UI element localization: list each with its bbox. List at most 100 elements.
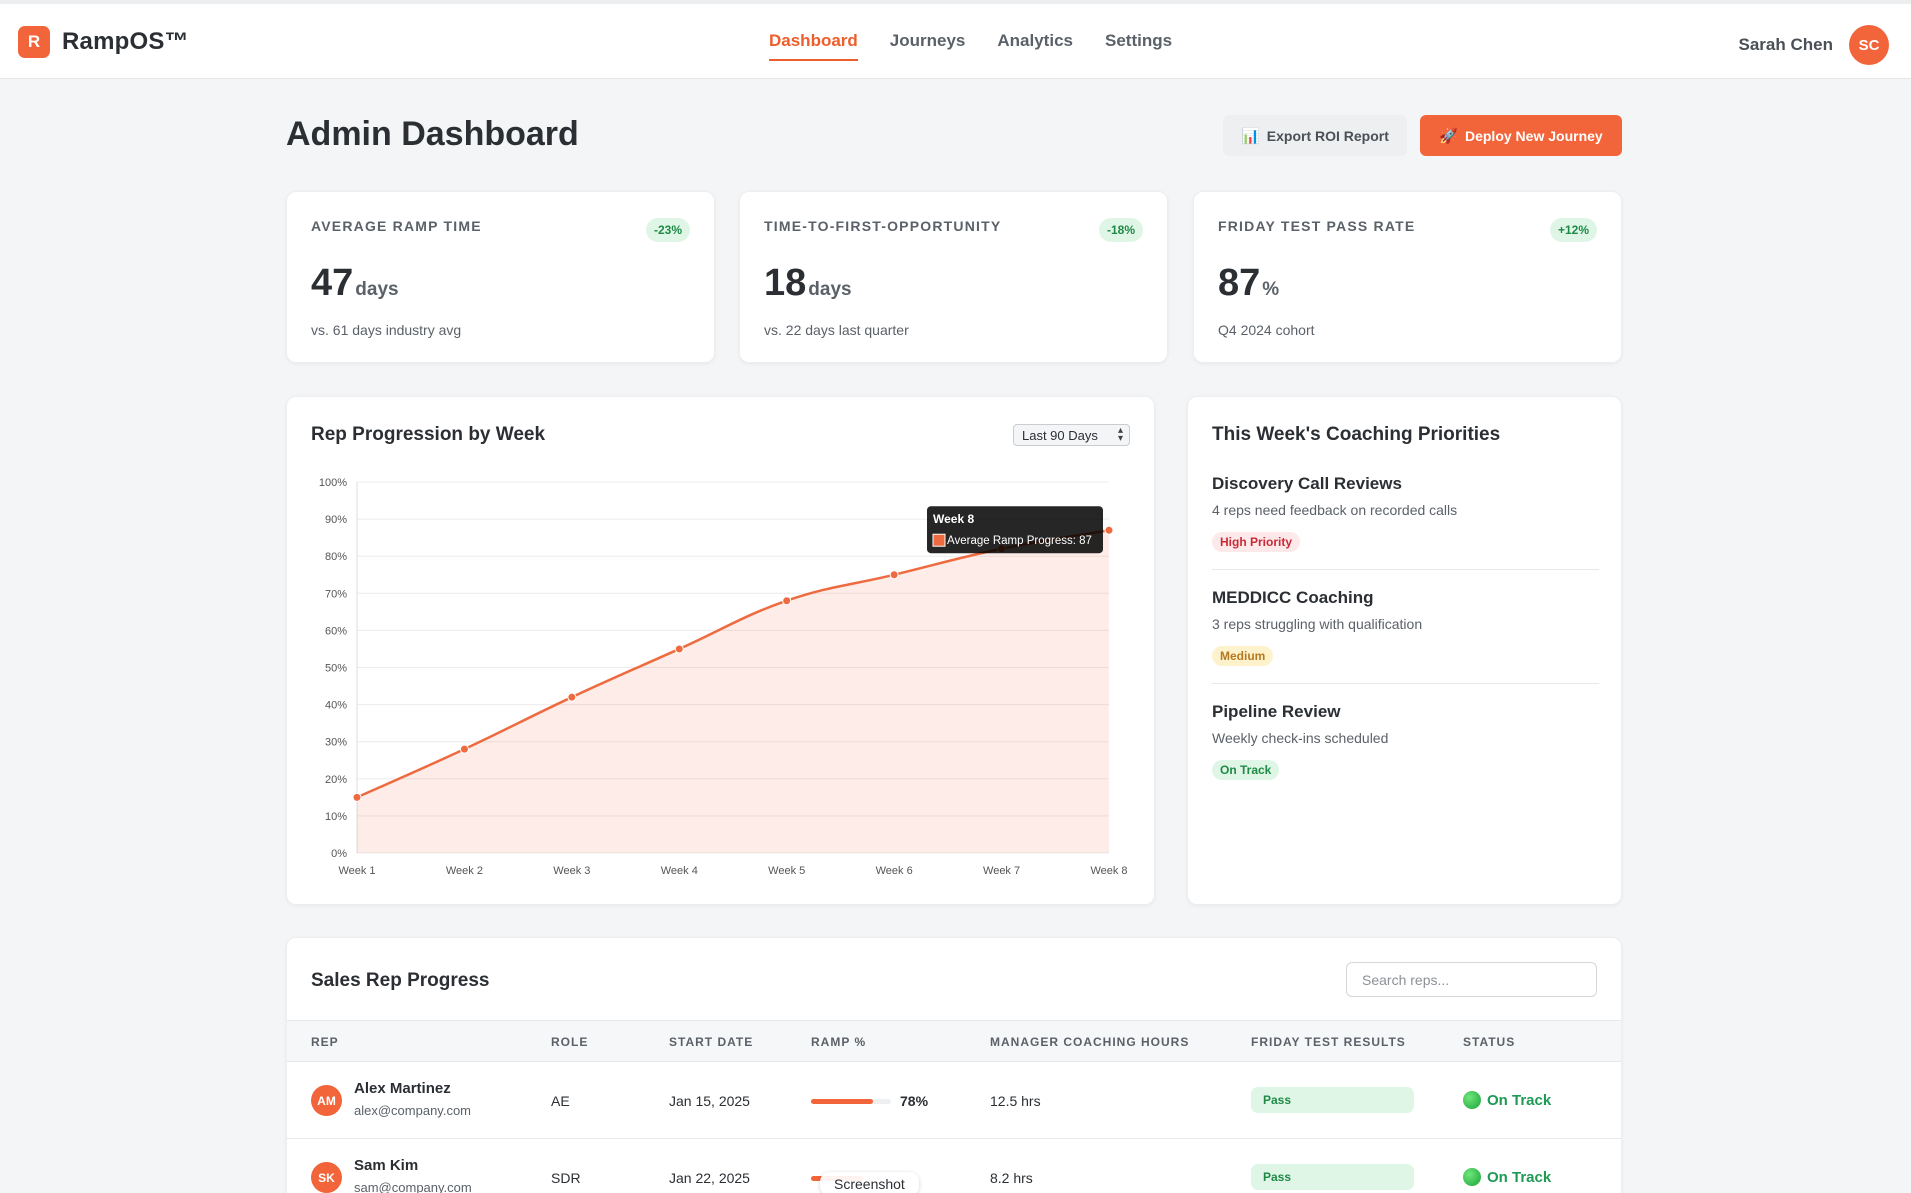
nav-analytics[interactable]: Analytics	[997, 31, 1073, 50]
friday-test-result-badge: Pass	[1251, 1087, 1414, 1113]
coaching-item-meddicc-coaching[interactable]: MEDDICC Coaching 3 reps struggling with …	[1212, 588, 1599, 666]
priority-tag: On Track	[1212, 760, 1280, 780]
friday-test-result-badge: Pass	[1251, 1164, 1414, 1190]
chart-tooltip-swatch	[932, 533, 946, 547]
rep-role: SDR	[551, 1170, 581, 1186]
y-tick-label: 90%	[325, 514, 347, 526]
priority-tag: High Priority	[1212, 532, 1301, 552]
kpi-value: 47 days	[311, 262, 399, 305]
column-header-rep[interactable]: REP	[311, 1035, 339, 1049]
deploy-new-journey-button[interactable]: 🚀 Deploy New Journey	[1420, 115, 1622, 156]
x-tick-label: Week 8	[1090, 865, 1127, 877]
ramp-progress-bar	[811, 1099, 891, 1104]
y-tick-label: 80%	[325, 551, 347, 563]
y-tick-label: 50%	[325, 663, 347, 675]
rep-name[interactable]: Alex Martinez	[354, 1080, 451, 1097]
kpi-change-badge: +12%	[1549, 218, 1597, 242]
kpi-card-time-to-first-opportunity: Time-to-First-Opportunity -18% 18 days v…	[739, 191, 1168, 363]
kpi-label: Time-to-First-Opportunity	[764, 218, 1002, 234]
data-point	[567, 692, 577, 702]
rep-status: On Track	[1463, 1168, 1551, 1186]
column-header-friday-test-results[interactable]: FRIDAY TEST RESULTS	[1251, 1035, 1406, 1049]
export-roi-report-button[interactable]: 📊 Export ROI Report	[1223, 115, 1407, 156]
rep-name[interactable]: Sam Kim	[354, 1157, 419, 1174]
kpi-unit: %	[1262, 279, 1280, 300]
nav-dashboard[interactable]: Dashboard	[769, 31, 858, 61]
rep-start-date: Jan 22, 2025	[669, 1170, 750, 1186]
y-tick-label: 60%	[325, 625, 347, 637]
chart-tooltip-box	[927, 506, 1103, 554]
coaching-item-description: 4 reps need feedback on recorded calls	[1212, 502, 1458, 518]
rep-status-label: On Track	[1487, 1168, 1552, 1186]
coaching-hours: 12.5 hrs	[990, 1093, 1041, 1109]
rep-start-date: Jan 15, 2025	[669, 1093, 750, 1109]
brand[interactable]: R RampOS™	[18, 26, 189, 58]
ramp-progress-fill	[811, 1099, 874, 1104]
date-range-select[interactable]: Last 90 Days ▴ ▾	[1013, 424, 1130, 446]
table-row[interactable]: SK Sam Kim sam@company.com SDR Jan 22, 2…	[287, 1139, 1621, 1193]
coaching-item-discovery-call-reviews[interactable]: Discovery Call Reviews 4 reps need feedb…	[1212, 474, 1599, 552]
green-circle-icon	[1463, 1091, 1481, 1109]
date-range-value: Last 90 Days	[1022, 427, 1098, 443]
kpi-change-badge: -18%	[1098, 218, 1143, 242]
x-tick-label: Week 4	[661, 865, 698, 877]
coaching-priorities-title: This Week's Coaching Priorities	[1212, 424, 1501, 445]
table-row[interactable]: AM Alex Martinez alex@company.com AE Jan…	[287, 1062, 1621, 1139]
user-name: Sarah Chen	[1738, 35, 1833, 54]
select-arrows-icon: ▴ ▾	[1117, 425, 1123, 444]
kpi-label: Friday Test Pass Rate	[1218, 218, 1416, 234]
x-tick-label: Week 5	[768, 865, 805, 877]
nav-journeys[interactable]: Journeys	[889, 31, 966, 50]
kpi-subtext: Q4 2024 cohort	[1218, 322, 1315, 338]
data-point	[1104, 525, 1114, 535]
rep-avatar: AM	[311, 1085, 342, 1116]
column-header-coaching-hours[interactable]: MANAGER COACHING HOURS	[990, 1035, 1190, 1049]
kpi-label: Average Ramp Time	[311, 218, 482, 234]
rep-email: sam@company.com	[354, 1180, 472, 1193]
search-reps-input[interactable]	[1346, 962, 1597, 997]
rep-progression-title: Rep Progression by Week	[311, 424, 546, 445]
data-point	[459, 744, 469, 754]
user-menu[interactable]: Sarah Chen SC	[1739, 25, 1889, 65]
coaching-priorities-card: This Week's Coaching Priorities Discover…	[1187, 396, 1622, 905]
ramp-percent: 78%	[900, 1093, 929, 1109]
priority-tag: Medium	[1212, 646, 1274, 666]
page-title: Admin Dashboard	[286, 115, 579, 153]
green-circle-icon	[1463, 1168, 1481, 1186]
deploy-new-journey-label: Deploy New Journey	[1464, 127, 1603, 144]
sales-rep-progress-card: Sales Rep Progress REP ROLE START DATE R…	[286, 937, 1622, 1193]
column-header-role[interactable]: ROLE	[551, 1035, 589, 1049]
data-point	[674, 644, 684, 654]
column-header-ramp[interactable]: RAMP %	[811, 1035, 867, 1049]
rep-progression-chart: 0% 10% 20% 30% 40% 50% 60% 70% 80% 90% 100% Week 1 W…	[319, 477, 1128, 877]
column-header-status[interactable]: STATUS	[1463, 1035, 1516, 1049]
kpi-card-ramp-time: Average Ramp Time -23% 47 days vs. 61 da…	[286, 191, 715, 363]
rep-status-label: On Track	[1487, 1091, 1552, 1109]
series-line	[356, 528, 1110, 799]
x-tick-label: Week 7	[983, 865, 1020, 877]
kpi-card-friday-test-pass-rate: Friday Test Pass Rate +12% 87 % Q4 2024 …	[1193, 191, 1622, 363]
user-avatar[interactable]: SC	[1849, 25, 1889, 65]
sales-rep-progress-title: Sales Rep Progress	[311, 970, 490, 991]
column-header-start-date[interactable]: START DATE	[669, 1035, 754, 1049]
chart-tooltip-label: Average Ramp Progress: 87	[947, 535, 1092, 547]
brand-logo: R	[18, 26, 50, 58]
chart-tooltip-title: Week 8	[933, 512, 974, 526]
table-header: REP ROLE START DATE RAMP % MANAGER COACH…	[287, 1020, 1621, 1062]
y-tick-label: 20%	[325, 774, 347, 786]
rep-role: AE	[551, 1093, 570, 1109]
nav-settings[interactable]: Settings	[1104, 31, 1173, 50]
y-tick-label: 100%	[319, 477, 347, 489]
coaching-hours: 8.2 hrs	[990, 1170, 1033, 1186]
x-tick-label: Week 1	[338, 865, 375, 877]
kpi-number: 47	[311, 262, 354, 304]
kpi-number: 87	[1218, 262, 1261, 304]
coaching-item-pipeline-review[interactable]: Pipeline Review Weekly check-ins schedul…	[1212, 702, 1599, 780]
data-point	[782, 596, 792, 606]
kpi-number: 18	[764, 262, 807, 304]
top-navigation-bar: R RampOS™ Dashboard Journeys Analytics S…	[0, 0, 1911, 79]
x-tick-label: Week 2	[446, 865, 483, 877]
export-roi-report-label: Export ROI Report	[1266, 127, 1389, 144]
coaching-item-description: Weekly check-ins scheduled	[1212, 730, 1389, 746]
brand-name: RampOS™	[62, 28, 189, 55]
